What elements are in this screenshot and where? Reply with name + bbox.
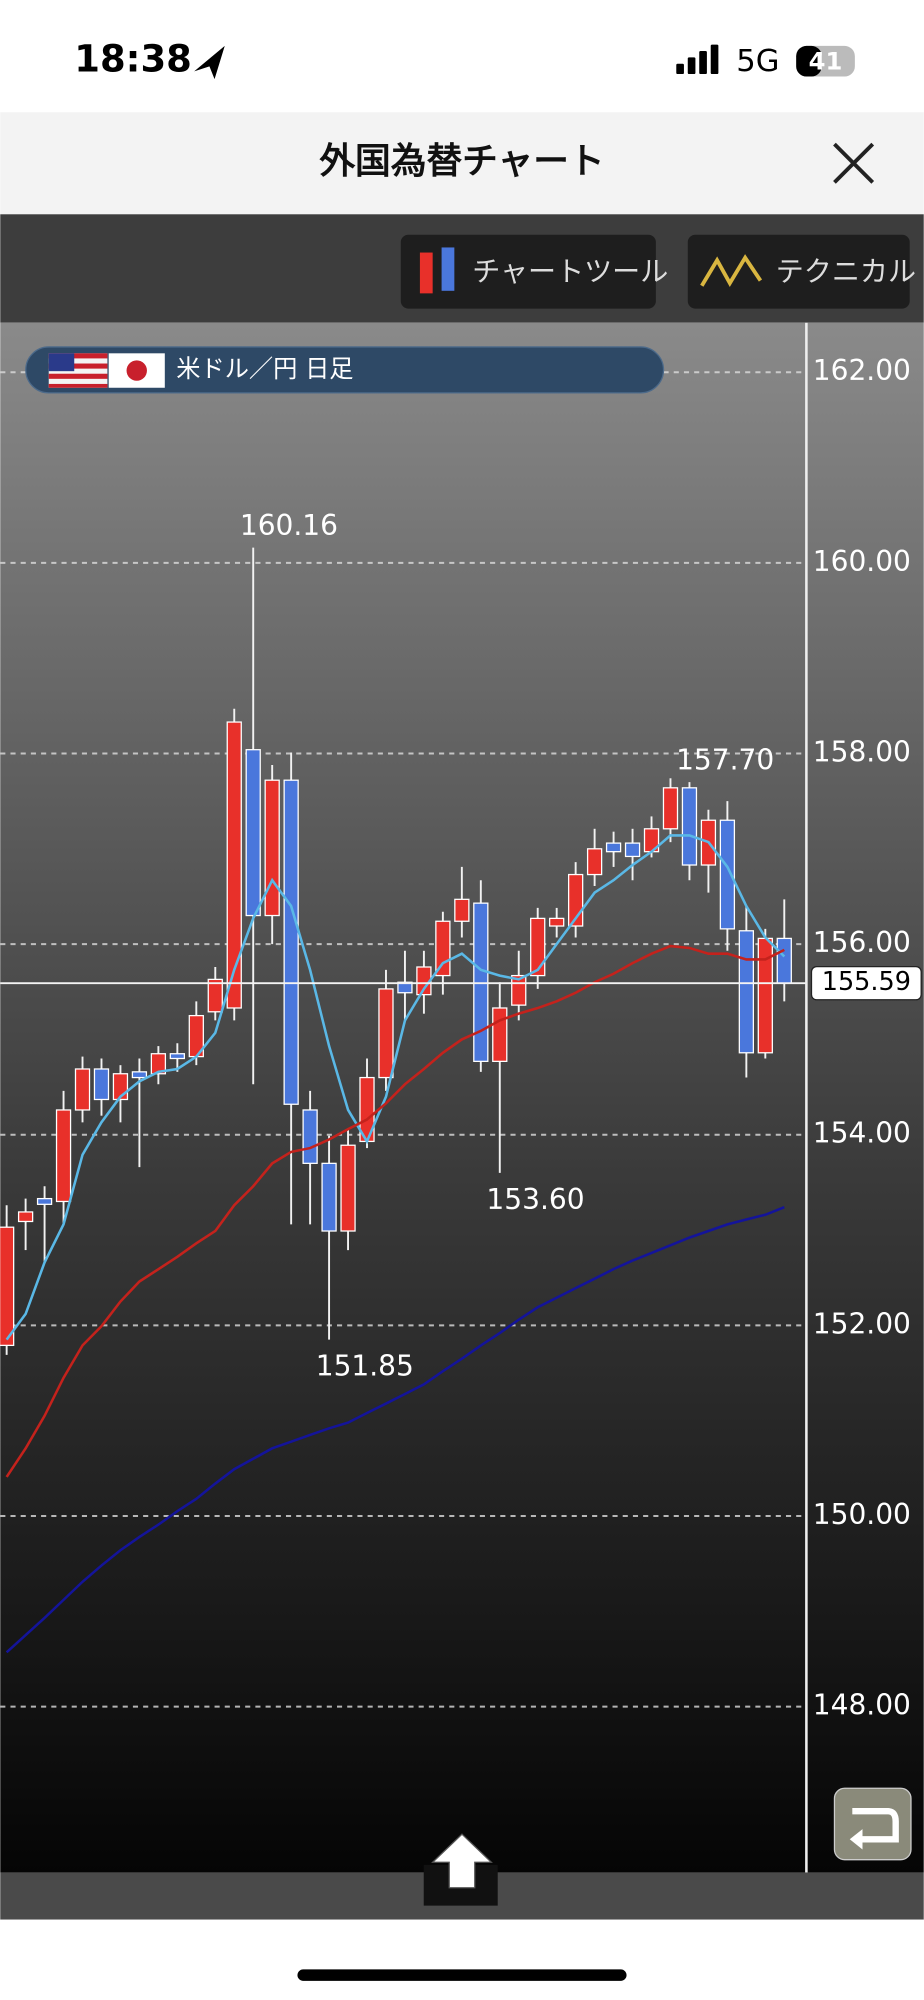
- network: 5G: [736, 44, 779, 79]
- y-tick-label: 160.00: [813, 545, 911, 578]
- chart-tool-label[interactable]: チャートツール: [472, 255, 668, 288]
- scroll-up-button[interactable]: [423, 1833, 498, 1906]
- symbol-pill: 米ドル／円 日足: [25, 346, 665, 394]
- candle-body: [586, 848, 603, 876]
- bottom-area: [0, 1919, 924, 2000]
- candle-body: [719, 819, 736, 930]
- technical-button[interactable]: テクニカル: [687, 234, 916, 309]
- candle-body: [738, 930, 755, 1054]
- symbol-title: 米ドル／円 日足: [176, 355, 353, 383]
- candle-body: [264, 779, 280, 917]
- y-tick-label: 156.00: [813, 926, 911, 959]
- candle-body: [226, 721, 242, 1009]
- price-annotation: 151.85: [316, 1350, 414, 1383]
- candle-body: [207, 978, 223, 1013]
- moving-average-line: [5, 944, 785, 1478]
- price-annotation: 157.70: [676, 744, 774, 777]
- candle-body: [549, 917, 565, 927]
- reset-button[interactable]: [833, 1787, 912, 1861]
- header: [0, 112, 924, 215]
- time: 18:38: [74, 38, 192, 81]
- close-button[interactable]: [833, 142, 875, 184]
- chart-tool-button[interactable]: チャートツール: [400, 234, 668, 309]
- price-annotation: 153.60: [486, 1183, 584, 1216]
- y-tick-label: 158.00: [813, 736, 911, 769]
- y-tick-label: 154.00: [813, 1117, 911, 1150]
- candle-body: [36, 1197, 53, 1205]
- y-tick-label: 148.00: [813, 1689, 911, 1722]
- home-indicator: [297, 1969, 627, 1981]
- candle-body: [150, 1053, 167, 1075]
- candle-body: [776, 937, 792, 984]
- battery-level: [796, 45, 822, 77]
- status-bar: [0, 0, 924, 113]
- candle-body: [492, 1007, 508, 1062]
- signal-icon: [676, 44, 719, 74]
- candle-body: [245, 749, 261, 917]
- location-icon: [194, 45, 225, 80]
- candle-body: [624, 842, 641, 858]
- last-price-box: [810, 965, 922, 1001]
- candle-body: [17, 1211, 34, 1223]
- moving-average-line: [5, 834, 786, 1341]
- candle-body: [302, 1109, 318, 1164]
- candle-body: [340, 1144, 356, 1232]
- candle-body: [74, 1068, 91, 1111]
- moving-average-line: [5, 1205, 785, 1654]
- technical-label[interactable]: テクニカル: [776, 255, 916, 288]
- candle-body: [55, 1109, 72, 1203]
- candle-body: [378, 988, 394, 1079]
- candle-body: [605, 842, 622, 853]
- candle-body: [681, 787, 698, 866]
- candle-body: [0, 1226, 15, 1347]
- y-tick-label: 162.00: [813, 354, 911, 387]
- header-title: 外国為替チャート: [318, 141, 604, 182]
- candle-body: [321, 1162, 337, 1232]
- y-tick-label: 150.00: [813, 1498, 911, 1531]
- y-tick-label: 152.00: [813, 1307, 911, 1340]
- chart-background: [0, 322, 924, 1873]
- candle-body: [93, 1068, 110, 1101]
- price-annotation: 160.16: [240, 509, 338, 542]
- last-price-label: 155.59: [822, 967, 911, 997]
- candle-body: [454, 898, 470, 922]
- candle-body: [530, 917, 546, 977]
- candle-body: [283, 779, 299, 1105]
- candle-body: [169, 1053, 185, 1060]
- candle-body: [435, 920, 451, 977]
- candle-body: [662, 787, 679, 830]
- battery-text: 41: [809, 47, 843, 75]
- chart: 162.00 160.00 158.00 156.00 154.00 152.00 150.…: [0, 354, 922, 1912]
- candle-body: [131, 1071, 148, 1079]
